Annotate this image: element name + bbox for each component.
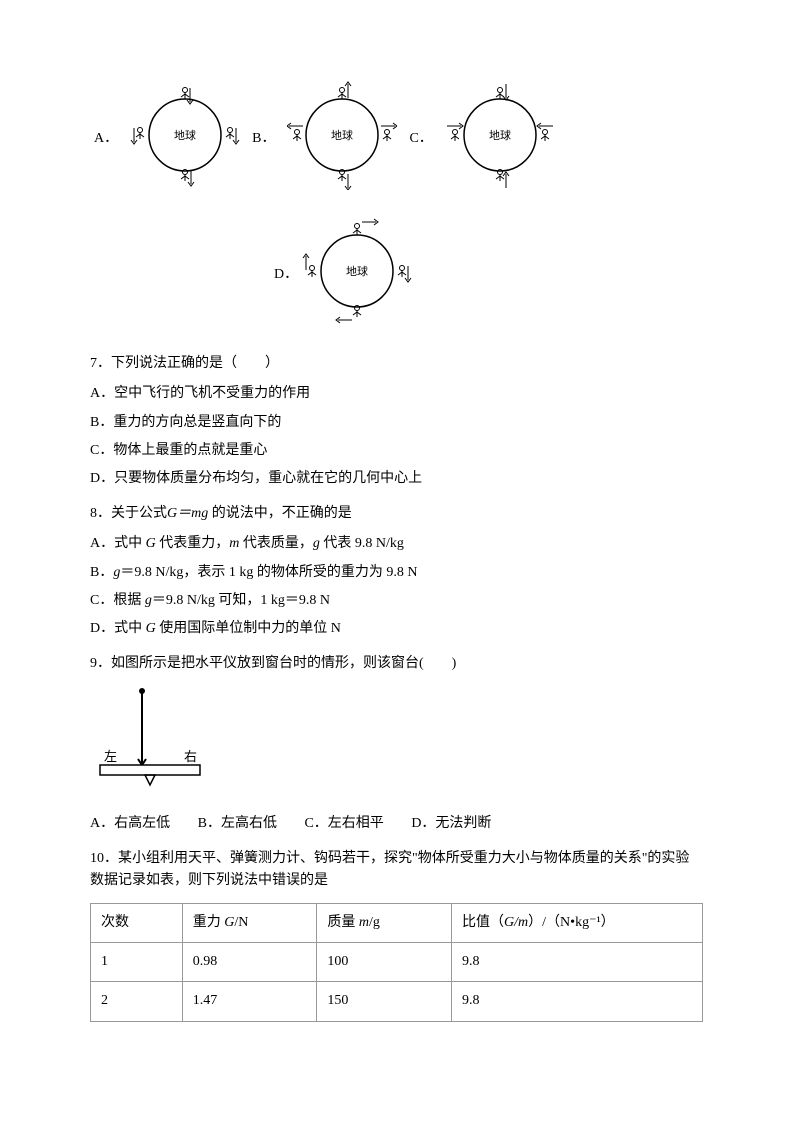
q6-earth-D: 地球 <box>302 216 412 334</box>
earth-label: 地球 <box>174 128 196 142</box>
q6-opt-B-label: B． <box>252 128 275 150</box>
q6-options-row-d: D． 地球 <box>270 216 703 334</box>
table-header-row: 次数 重力 G/N 质量 m/g 比值（G/m）/（N•kg⁻¹） <box>91 903 703 942</box>
th-m: 质量 m/g <box>317 903 452 942</box>
q8-A: A．式中 G 代表重力，m 代表质量，g 代表 9.8 N/kg <box>90 533 703 555</box>
q9-stem: 9．如图所示是把水平仪放到窗台时的情形，则该窗台( ) <box>90 653 703 675</box>
q6-earth-B: 地球 <box>287 80 397 198</box>
q9-B: B．左高右低 <box>198 816 277 831</box>
q8-stem-post: 的说法中，不正确的是 <box>208 506 352 521</box>
q6-options-row-abc: A． 地球 B． 地球 C． 地球 <box>90 80 703 198</box>
q8-D: D．式中 G 使用国际单位制中力的单位 N <box>90 618 703 640</box>
q8-stem-formula: G＝mg <box>167 506 208 521</box>
q7-stem: 7．下列说法正确的是（ ） <box>90 353 703 375</box>
q9-right-label: 右 <box>184 749 197 764</box>
q8-B: B．g＝9.8 N/kg，表示 1 kg 的物体所受的重力为 9.8 N <box>90 562 703 584</box>
th-G: 重力 G/N <box>182 903 317 942</box>
q7-C: C．物体上最重的点就是重心 <box>90 440 703 462</box>
q9-left-label: 左 <box>104 749 117 764</box>
q6-opt-A-label: A． <box>94 128 118 150</box>
q8-stem: 8．关于公式G＝mg 的说法中，不正确的是 <box>90 503 703 525</box>
q9-A: A．右高左低 <box>90 816 170 831</box>
q7-B: B．重力的方向总是竖直向下的 <box>90 412 703 434</box>
q9-level-diagram: 左 右 <box>90 685 703 803</box>
table-row: 1 0.98 100 9.8 <box>91 943 703 982</box>
q9-C: C．左右相平 <box>304 816 383 831</box>
th-ratio: 比值（G/m）/（N•kg⁻¹） <box>452 903 703 942</box>
q6-opt-C-label: C． <box>409 128 432 150</box>
q10-table: 次数 重力 G/N 质量 m/g 比值（G/m）/（N•kg⁻¹） 1 0.98… <box>90 903 703 1022</box>
q8-stem-pre: 8．关于公式 <box>90 506 167 521</box>
table-row: 2 1.47 150 9.8 <box>91 982 703 1021</box>
q9-choices: A．右高左低 B．左高右低 C．左右相平 D．无法判断 <box>90 813 703 835</box>
q8-C: C．根据 g＝9.8 N/kg 可知，1 kg＝9.8 N <box>90 590 703 612</box>
svg-text:地球: 地球 <box>331 128 353 142</box>
q6-earth-A: 地球 <box>130 80 240 198</box>
q6-opt-D-label: D． <box>274 264 298 286</box>
th-n: 次数 <box>91 903 183 942</box>
q9-D: D．无法判断 <box>411 816 491 831</box>
svg-text:地球: 地球 <box>489 128 511 142</box>
q6-earth-C: 地球 <box>445 80 555 198</box>
q7-A: A．空中飞行的飞机不受重力的作用 <box>90 383 703 405</box>
q10-stem: 10．某小组利用天平、弹簧测力计、钩码若干，探究"物体所受重力大小与物体质量的关… <box>90 848 703 893</box>
svg-text:地球: 地球 <box>346 264 368 278</box>
q7-D: D．只要物体质量分布均匀，重心就在它的几何中心上 <box>90 468 703 490</box>
